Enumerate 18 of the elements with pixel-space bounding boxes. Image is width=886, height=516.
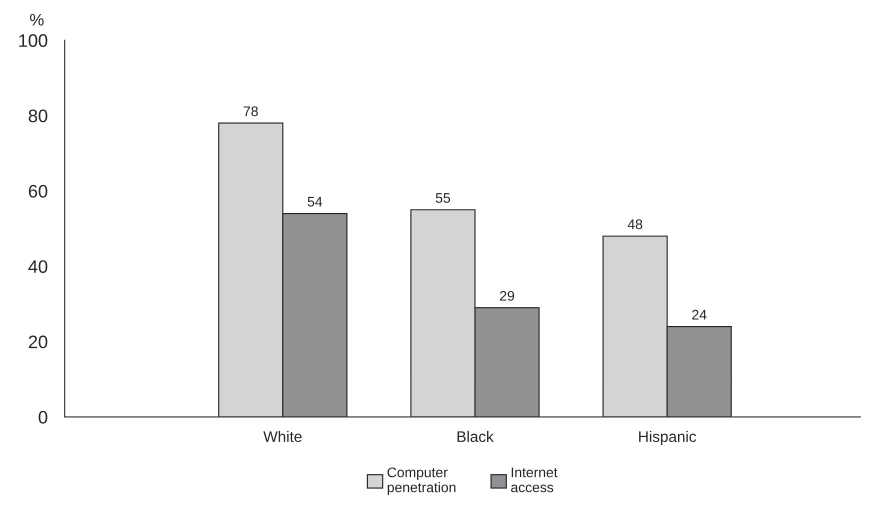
data-label: 54 <box>308 196 322 207</box>
legend-label: Computer penetration <box>388 467 456 496</box>
y-tick-label: 20 <box>28 336 48 348</box>
data-label: 29 <box>500 290 514 301</box>
legend-label: Internet access <box>511 468 558 492</box>
data-label: 55 <box>436 193 450 203</box>
y-tick-label: 100 <box>19 34 48 47</box>
x-tick-label: Hispanic <box>639 430 696 446</box>
x-tick-label: Black <box>458 430 494 442</box>
y-tick-label: 60 <box>28 184 48 198</box>
data-label: 78 <box>244 106 258 116</box>
data-label: 24 <box>692 310 707 320</box>
x-tick-label: White <box>263 430 302 442</box>
data-label: 48 <box>628 219 642 230</box>
y-tick-label: 0 <box>38 410 48 424</box>
y-tick-label: 80 <box>28 110 48 122</box>
y-axis-title: % <box>30 14 44 26</box>
y-tick-label: 40 <box>28 260 48 273</box>
